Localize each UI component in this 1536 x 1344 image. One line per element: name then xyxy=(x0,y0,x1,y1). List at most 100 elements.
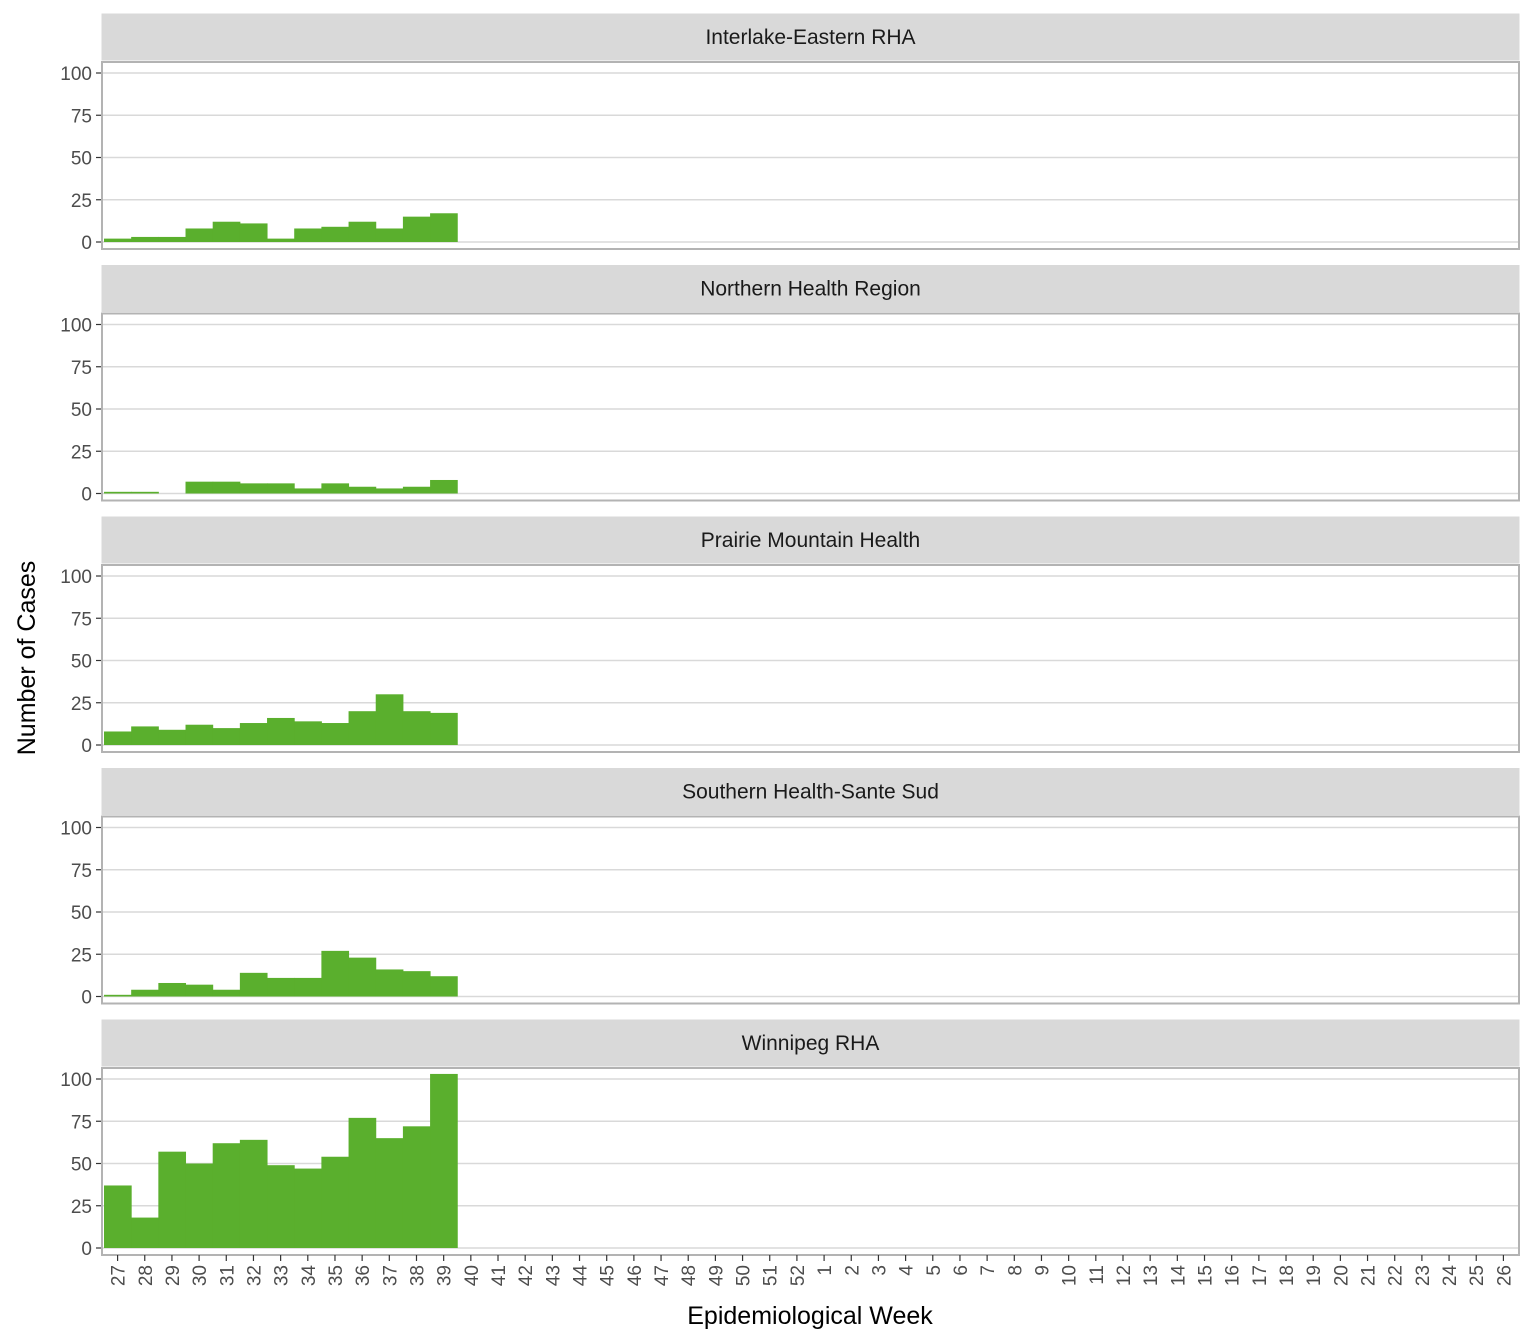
x-tick-label: 35 xyxy=(326,1265,347,1286)
bar xyxy=(212,989,241,997)
x-tick-label: 29 xyxy=(163,1265,184,1286)
y-tick-label: 25 xyxy=(71,945,92,966)
x-tick-label: 6 xyxy=(951,1265,972,1276)
x-tick-label: 3 xyxy=(869,1265,890,1276)
bar xyxy=(131,989,159,997)
bar xyxy=(212,481,241,494)
y-tick-label: 0 xyxy=(81,233,92,254)
chart-panels: Interlake-Eastern RHA 0 25 50 75 100 Northern … xyxy=(60,13,1520,1260)
bar xyxy=(430,479,458,494)
bar xyxy=(430,213,458,242)
bar xyxy=(267,1165,295,1248)
bar xyxy=(131,726,159,745)
panel-border xyxy=(101,1067,1520,1256)
bar xyxy=(239,972,268,997)
bar xyxy=(430,712,458,745)
x-tick-label: 8 xyxy=(1005,1265,1026,1276)
x-tick-label: 14 xyxy=(1168,1265,1189,1287)
bar xyxy=(348,711,377,745)
bar xyxy=(185,228,214,242)
bar xyxy=(131,236,159,242)
facet-title: Interlake-Eastern RHA xyxy=(705,26,915,49)
bar xyxy=(402,1126,431,1248)
x-tick-label: 19 xyxy=(1304,1265,1325,1286)
x-tick-label: 13 xyxy=(1141,1265,1162,1286)
x-tick-label: 41 xyxy=(489,1265,510,1286)
x-tick-label: 5 xyxy=(924,1265,945,1276)
y-tick-label: 0 xyxy=(81,736,92,757)
facet-title: Southern Health-Sante Sud xyxy=(682,781,939,804)
bar xyxy=(348,221,377,242)
bar xyxy=(239,483,268,494)
y-tick-label: 25 xyxy=(71,694,92,715)
x-tick-label: 52 xyxy=(788,1265,809,1286)
x-tick-label: 49 xyxy=(706,1265,727,1286)
bar xyxy=(212,221,241,242)
bar xyxy=(321,723,350,745)
x-axis: 27 28 29 30 31 32 33 34 35 36 37 38 39 40 41 42 43 44 45 46… xyxy=(109,1255,1515,1287)
x-tick-label: 50 xyxy=(734,1265,755,1286)
x-tick-label: 47 xyxy=(652,1265,673,1286)
x-tick-label: 1 xyxy=(815,1265,836,1276)
x-tick-label: 9 xyxy=(1032,1265,1053,1276)
facet-strip xyxy=(101,13,1520,61)
x-tick-label: 30 xyxy=(190,1265,211,1286)
bar xyxy=(294,228,322,242)
facet-title: Prairie Mountain Health xyxy=(701,529,920,552)
panel-background xyxy=(102,62,1519,249)
panel-background xyxy=(102,565,1519,752)
bar xyxy=(131,491,159,494)
panel-border xyxy=(101,815,1520,1005)
x-tick-label: 48 xyxy=(679,1265,700,1286)
bar xyxy=(321,226,350,242)
y-tick-label: 25 xyxy=(71,191,92,212)
bar xyxy=(321,950,350,997)
bar xyxy=(348,486,377,494)
y-tick-label: 75 xyxy=(71,609,92,630)
y-axis-title: Number of Cases xyxy=(13,561,41,756)
bar xyxy=(104,731,132,745)
bar xyxy=(321,483,350,494)
y-tick-label: 75 xyxy=(71,861,92,882)
y-tick-label: 100 xyxy=(60,316,92,337)
x-axis-title: Epidemiological Week xyxy=(687,1302,933,1330)
panel-border xyxy=(101,564,1520,753)
bar xyxy=(158,236,187,242)
bar xyxy=(348,1117,377,1248)
y-tick-label: 100 xyxy=(60,567,92,588)
x-tick-label: 10 xyxy=(1060,1265,1081,1286)
bar xyxy=(104,238,132,242)
bar xyxy=(267,483,295,494)
facet-title: Northern Health Region xyxy=(700,278,921,301)
y-tick-label: 25 xyxy=(71,1197,92,1218)
panel: Southern Health-Sante Sud 0 25 50 75 100 xyxy=(60,768,1520,1009)
x-tick-label: 38 xyxy=(407,1265,428,1286)
x-tick-label: 43 xyxy=(543,1265,564,1286)
bar xyxy=(104,994,132,997)
x-tick-label: 24 xyxy=(1440,1265,1461,1287)
x-tick-label: 32 xyxy=(244,1265,265,1286)
x-tick-label: 7 xyxy=(978,1265,999,1276)
bar xyxy=(375,969,404,997)
x-tick-label: 33 xyxy=(272,1265,293,1286)
x-tick-label: 28 xyxy=(136,1265,157,1286)
x-tick-label: 40 xyxy=(462,1265,483,1286)
bar xyxy=(294,1168,322,1248)
panel-border xyxy=(101,61,1520,250)
y-tick-label: 50 xyxy=(71,652,92,673)
x-tick-label: 4 xyxy=(897,1265,918,1276)
bar xyxy=(402,971,431,997)
bar xyxy=(375,1138,404,1248)
bar xyxy=(430,1073,458,1248)
y-tick-label: 25 xyxy=(71,442,92,463)
bar xyxy=(430,976,458,997)
bar xyxy=(104,491,132,494)
bar xyxy=(375,488,404,494)
bar xyxy=(158,1151,187,1248)
x-tick-label: 25 xyxy=(1467,1265,1488,1286)
bar xyxy=(131,1217,159,1248)
bar xyxy=(185,984,214,997)
x-tick-label: 26 xyxy=(1494,1265,1515,1286)
bar xyxy=(239,223,268,242)
